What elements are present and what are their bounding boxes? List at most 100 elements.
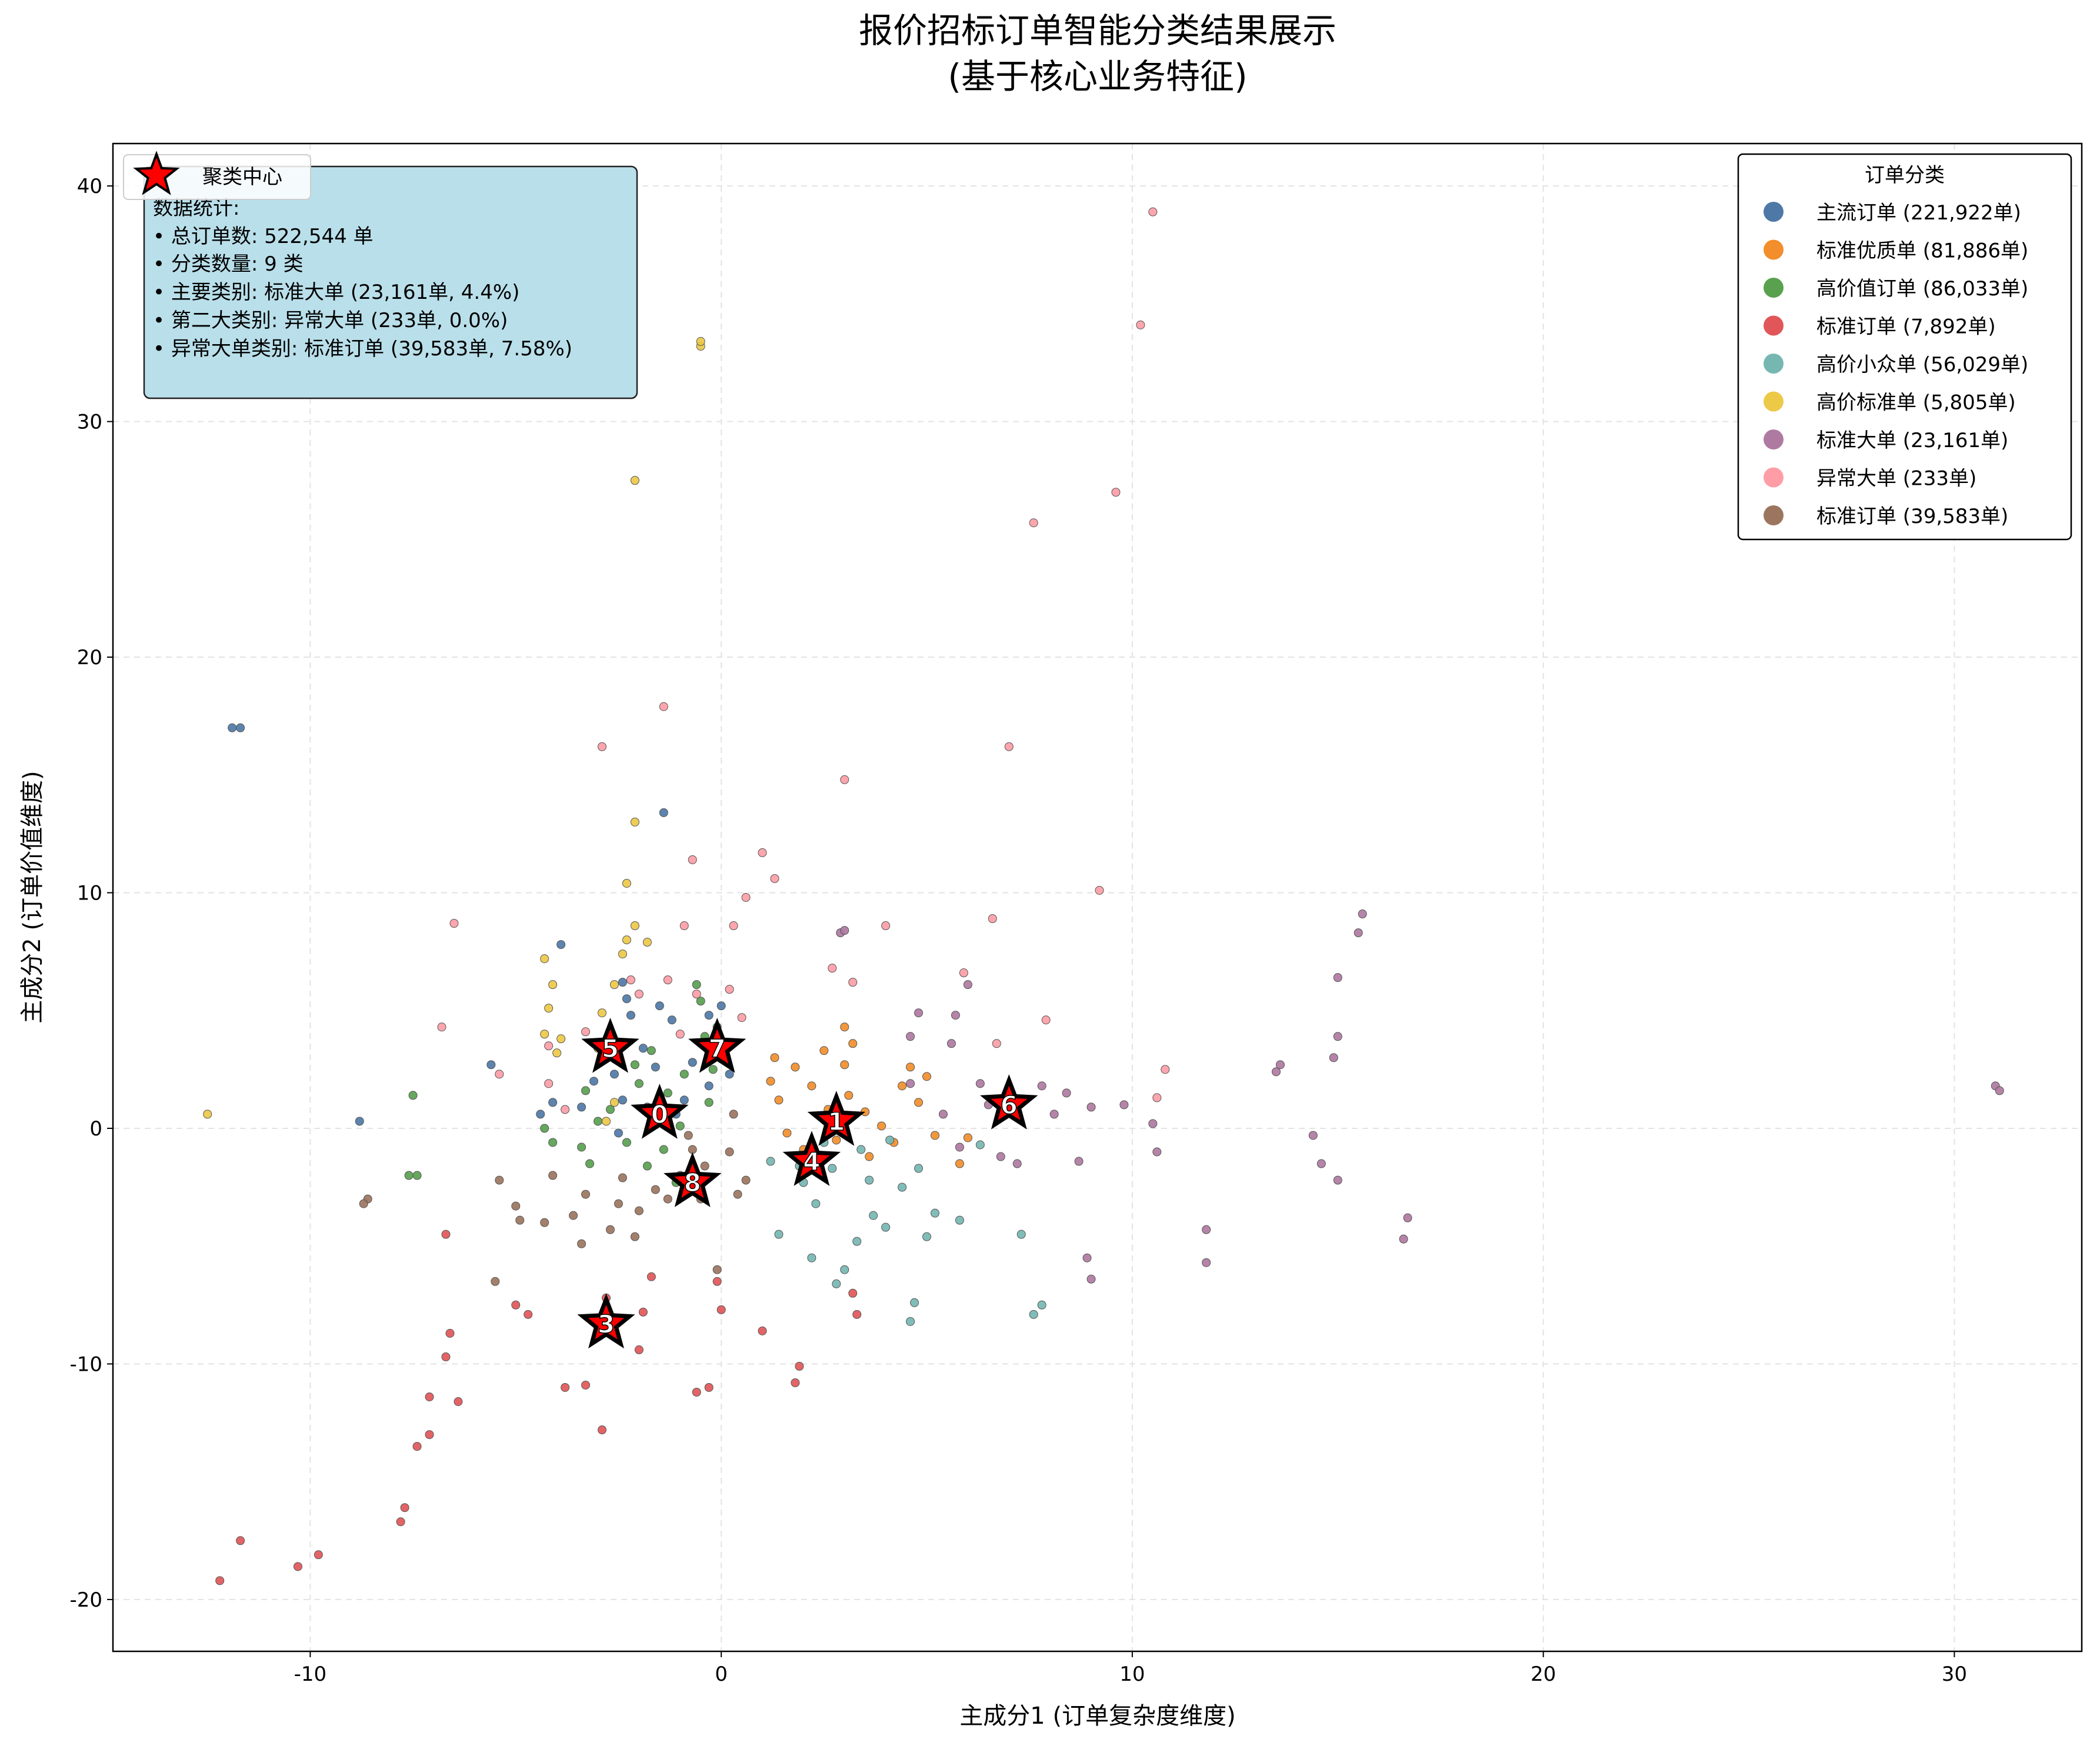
data-point	[1095, 885, 1104, 895]
data-point	[914, 1164, 924, 1173]
data-point	[696, 997, 705, 1006]
data-point	[634, 1079, 644, 1088]
data-point	[712, 1265, 722, 1274]
stats-line: • 主要类别: 标准大单 (23,161单, 4.4%)	[153, 281, 519, 304]
data-point	[1037, 1081, 1046, 1091]
data-point	[766, 1077, 775, 1086]
data-point	[634, 990, 644, 999]
data-point	[630, 1060, 639, 1070]
data-point	[1148, 1119, 1158, 1128]
data-point	[540, 1124, 549, 1133]
data-point	[704, 1382, 714, 1392]
legend-label: 标准优质单 (81,886单)	[1816, 239, 2028, 263]
data-point	[1161, 1065, 1170, 1074]
star-icon	[133, 151, 180, 195]
data-point	[486, 1060, 496, 1070]
data-point	[544, 1041, 554, 1051]
data-point	[404, 1171, 414, 1180]
data-point	[840, 1022, 849, 1032]
legend-label: 高价值订单 (86,033单)	[1816, 277, 2028, 301]
data-point	[585, 1159, 595, 1168]
data-point	[646, 1272, 656, 1281]
data-point	[412, 1442, 422, 1451]
data-point	[495, 1070, 504, 1079]
data-point	[1275, 1060, 1285, 1070]
data-point	[659, 702, 668, 711]
data-point	[1136, 320, 1145, 329]
data-point	[548, 1138, 558, 1147]
data-point	[675, 1121, 685, 1131]
cluster-center-4: 4	[782, 1131, 841, 1186]
data-point	[704, 1098, 714, 1107]
data-point	[852, 1237, 862, 1246]
data-point	[840, 1265, 849, 1274]
cluster-center-7: 7	[688, 1018, 746, 1073]
data-point	[601, 1117, 611, 1126]
data-point	[1062, 1088, 1071, 1098]
data-point	[581, 1380, 591, 1390]
data-point	[844, 1091, 854, 1100]
legend-marker	[1764, 467, 1784, 488]
data-point	[975, 1079, 985, 1088]
data-point	[630, 817, 639, 827]
centers-legend-box	[123, 154, 311, 200]
data-point	[618, 1095, 627, 1105]
x-tick-label: -10	[294, 1663, 327, 1686]
data-point	[684, 1131, 693, 1140]
data-point	[712, 1277, 722, 1286]
data-point	[642, 1161, 652, 1171]
data-point	[215, 1576, 225, 1585]
legend-item: 高价值订单 (86,033单)	[1764, 277, 2028, 301]
data-point	[922, 1072, 932, 1081]
legend-marker	[1764, 278, 1784, 298]
data-point	[630, 1232, 639, 1241]
data-point	[577, 1239, 586, 1248]
data-point	[544, 1004, 554, 1013]
cluster-center-label: 8	[684, 1168, 701, 1197]
data-point	[540, 1030, 549, 1039]
data-point	[856, 1145, 866, 1154]
legend-marker	[1764, 354, 1784, 374]
data-point	[692, 990, 701, 999]
data-point	[598, 742, 607, 751]
y-tick-label: -10	[69, 1352, 102, 1376]
chart-title-line-2: (基于核心业务特征)	[948, 56, 1247, 96]
data-point	[524, 1310, 533, 1319]
data-point	[881, 921, 891, 931]
data-point	[1148, 207, 1158, 216]
data-point	[1333, 1032, 1342, 1041]
data-point	[988, 914, 997, 924]
data-point	[412, 1171, 422, 1180]
data-point	[630, 476, 639, 485]
stats-line: • 异常大单类别: 标准订单 (39,583单, 7.58%)	[153, 337, 572, 361]
cluster-center-label: 5	[602, 1034, 619, 1063]
data-point	[618, 950, 627, 959]
cluster-center-1: 1	[807, 1091, 865, 1146]
data-point	[359, 1199, 368, 1208]
cluster-center-5: 5	[581, 1018, 639, 1073]
data-point	[692, 1387, 701, 1397]
data-points	[203, 207, 2004, 1585]
data-point	[852, 1310, 862, 1319]
data-point	[561, 1105, 570, 1114]
data-point	[675, 1030, 685, 1039]
data-point	[725, 985, 734, 994]
data-point	[729, 921, 738, 931]
data-point	[692, 980, 701, 990]
data-point	[996, 1152, 1005, 1161]
y-axis-ticks: -20 -10 0 10 20 30 40	[69, 175, 113, 1612]
data-point	[561, 1382, 570, 1392]
x-tick-label: 0	[715, 1663, 728, 1686]
data-point	[906, 1317, 915, 1326]
data-point	[577, 1102, 586, 1112]
y-tick-label: 0	[89, 1117, 102, 1141]
data-point	[203, 1110, 212, 1119]
legend-marker	[1764, 202, 1784, 222]
data-point	[618, 978, 627, 987]
data-point	[1016, 1230, 1026, 1239]
data-point	[914, 1098, 924, 1107]
data-point	[679, 1070, 689, 1079]
data-point	[877, 1121, 886, 1131]
data-point	[1082, 1253, 1092, 1262]
data-point	[646, 1046, 656, 1055]
